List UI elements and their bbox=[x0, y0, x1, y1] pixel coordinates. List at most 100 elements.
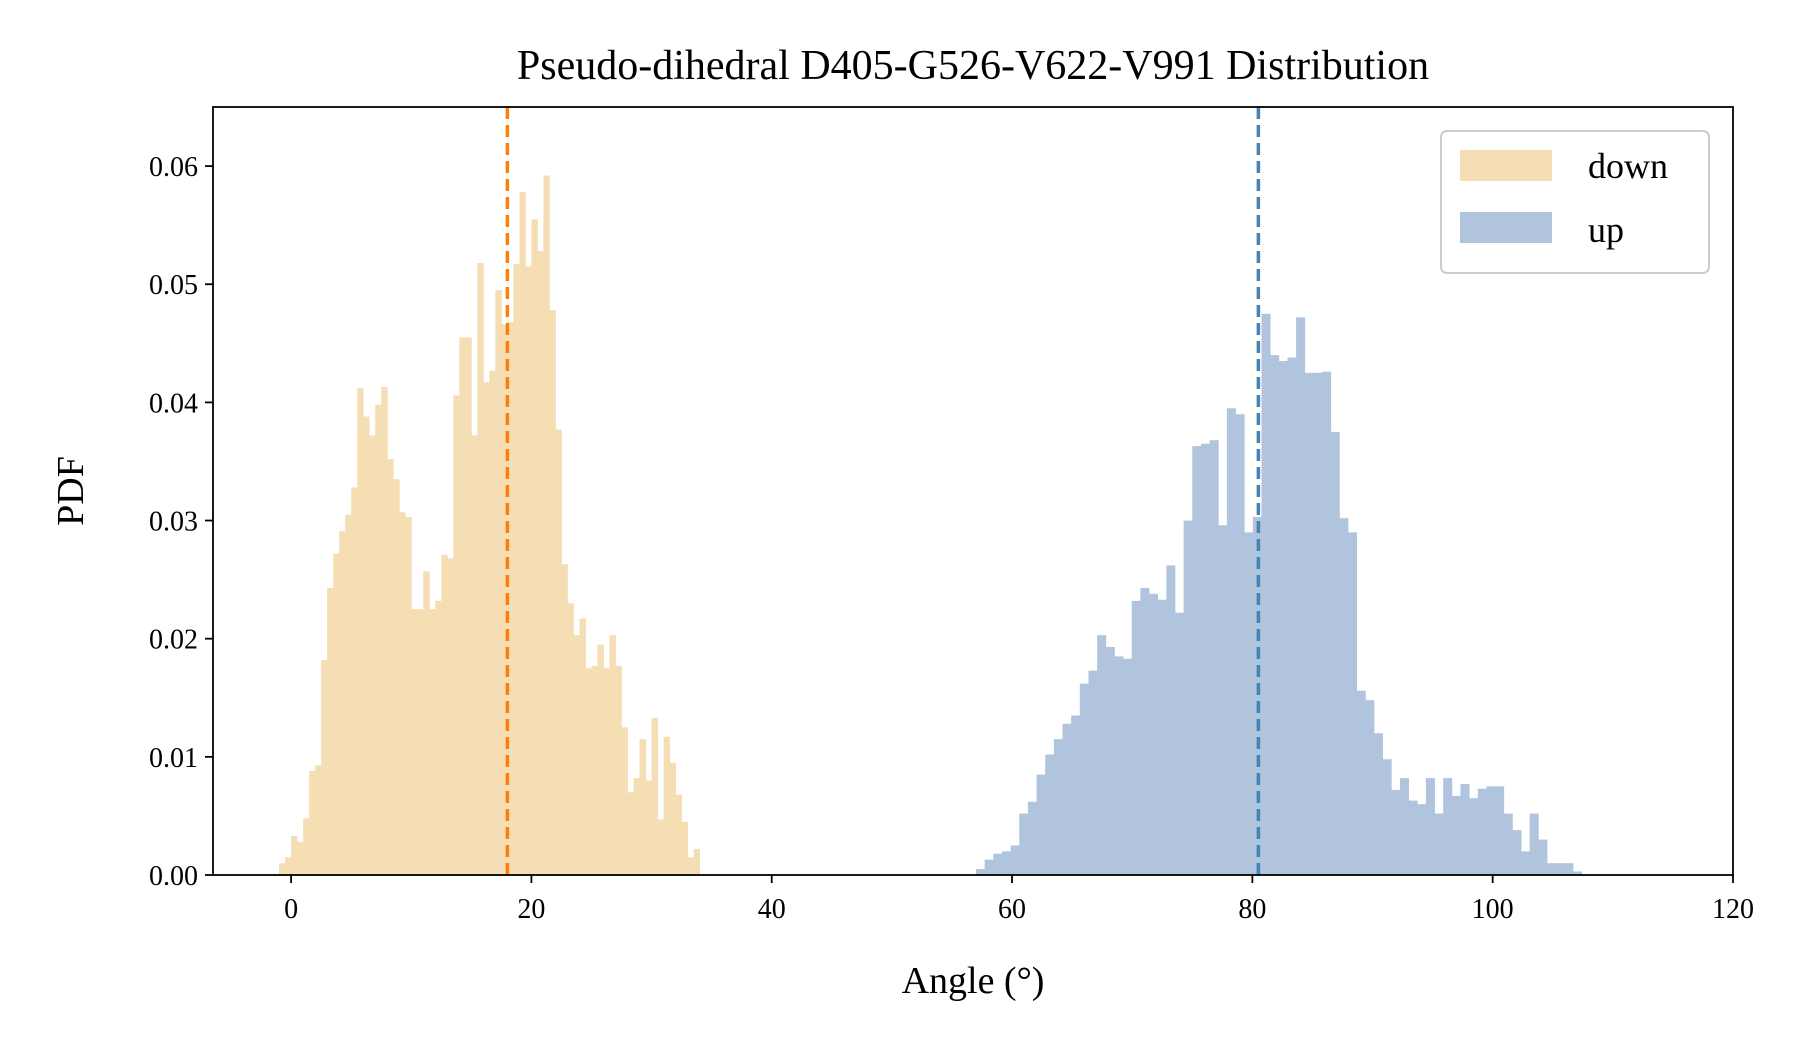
bar-up bbox=[1348, 532, 1358, 875]
bar-down bbox=[315, 765, 322, 875]
bar-up bbox=[1270, 355, 1280, 876]
bar-down bbox=[387, 459, 394, 875]
bar-down bbox=[651, 717, 658, 875]
bar-down bbox=[369, 435, 376, 875]
bar-up bbox=[993, 853, 1003, 875]
legend-label-down: down bbox=[1588, 146, 1668, 186]
bar-down bbox=[471, 435, 478, 875]
bar-up bbox=[1045, 754, 1055, 875]
bar-down bbox=[327, 587, 334, 875]
bar-up bbox=[1477, 788, 1487, 875]
bar-down bbox=[291, 836, 298, 875]
bar-down bbox=[693, 849, 701, 875]
bar-up bbox=[1538, 839, 1548, 875]
bar-up bbox=[1339, 518, 1349, 875]
bar-down bbox=[351, 487, 358, 875]
bar-down bbox=[381, 387, 388, 875]
y-tick-label: 0.06 bbox=[149, 152, 198, 183]
bar-down bbox=[477, 262, 484, 875]
legend-label-up: up bbox=[1588, 210, 1624, 250]
bar-down bbox=[627, 792, 634, 875]
bar-up bbox=[1521, 851, 1531, 875]
legend-swatch-up bbox=[1460, 212, 1552, 243]
bar-up bbox=[1079, 683, 1089, 875]
bar-down bbox=[519, 192, 526, 875]
bar-up bbox=[1036, 774, 1046, 875]
chart-title: Pseudo-dihedral D405-G526-V622-V991 Dist… bbox=[517, 43, 1429, 89]
bar-down bbox=[465, 337, 472, 875]
x-axis-title: Angle (°) bbox=[902, 960, 1045, 1002]
bar-up bbox=[1244, 532, 1254, 875]
y-tick-label: 0.02 bbox=[149, 625, 198, 656]
bar-up bbox=[1443, 778, 1453, 875]
bar-down bbox=[573, 635, 580, 875]
bar-down bbox=[423, 571, 430, 875]
bar-down bbox=[399, 512, 406, 875]
bars-layer bbox=[279, 175, 1583, 876]
bar-down bbox=[297, 841, 304, 875]
bar-up bbox=[1001, 851, 1012, 875]
bar-up bbox=[984, 859, 994, 875]
bar-up bbox=[1157, 599, 1167, 875]
bar-up bbox=[1486, 786, 1496, 875]
bar-up bbox=[1105, 646, 1115, 875]
legend: down up bbox=[1440, 130, 1710, 274]
bar-down bbox=[405, 516, 412, 875]
y-tick-label: 0.00 bbox=[149, 861, 198, 892]
bar-up bbox=[1053, 739, 1063, 875]
bar-up bbox=[1088, 670, 1098, 875]
bar-up bbox=[1469, 798, 1479, 875]
bar-down bbox=[441, 554, 448, 875]
bar-up bbox=[1019, 813, 1029, 875]
bar-down bbox=[537, 251, 544, 875]
bar-down bbox=[453, 395, 460, 875]
bar-up bbox=[1408, 800, 1418, 875]
bar-up bbox=[1149, 593, 1159, 875]
bar-down bbox=[417, 609, 424, 875]
x-tick-label: 40 bbox=[758, 894, 786, 925]
bar-up bbox=[1546, 863, 1557, 875]
bar-up bbox=[1235, 414, 1245, 875]
x-tick-label: 80 bbox=[1238, 894, 1266, 925]
x-tick-label: 120 bbox=[1712, 894, 1754, 925]
bar-up bbox=[1226, 408, 1236, 875]
bar-down bbox=[411, 609, 418, 875]
bar-down bbox=[489, 370, 496, 875]
x-tick-label: 0 bbox=[284, 894, 298, 925]
x-tick-label: 20 bbox=[517, 894, 545, 925]
bar-up bbox=[1252, 516, 1262, 875]
bar-up bbox=[1166, 565, 1176, 875]
bar-up bbox=[1114, 656, 1124, 875]
bar-up bbox=[1564, 863, 1574, 875]
bar-up bbox=[1140, 587, 1150, 875]
bar-down bbox=[429, 609, 436, 875]
bar-up bbox=[1192, 446, 1202, 875]
bar-up bbox=[1261, 313, 1271, 875]
bar-down bbox=[669, 762, 677, 875]
y-tick-label: 0.04 bbox=[149, 388, 198, 419]
bar-down bbox=[543, 175, 550, 875]
x-tick-label: 60 bbox=[998, 894, 1026, 925]
bar-up bbox=[1495, 786, 1505, 875]
bar-down bbox=[513, 264, 520, 875]
bar-up bbox=[1356, 690, 1366, 875]
y-axis-title: PDF bbox=[50, 456, 92, 526]
bar-down bbox=[309, 771, 316, 875]
bar-up bbox=[1278, 361, 1288, 875]
bar-up bbox=[1322, 371, 1332, 875]
bar-up bbox=[1183, 520, 1193, 875]
bar-down bbox=[657, 819, 664, 875]
ticks-layer: 0 20 40 60 80 100 120 0.00 0.01 0.02 0.03 0.04 0.05 0… bbox=[149, 152, 1754, 925]
bar-up bbox=[1365, 700, 1375, 875]
y-tick-label: 0.01 bbox=[149, 743, 198, 774]
bar-down bbox=[591, 665, 598, 875]
bar-down bbox=[345, 514, 352, 875]
bar-up bbox=[1218, 525, 1228, 875]
bar-down bbox=[279, 863, 286, 875]
bar-up bbox=[1555, 863, 1565, 875]
bar-up bbox=[1097, 635, 1107, 875]
bar-down bbox=[561, 564, 568, 875]
bar-down bbox=[321, 659, 328, 875]
bar-up bbox=[1174, 612, 1185, 875]
